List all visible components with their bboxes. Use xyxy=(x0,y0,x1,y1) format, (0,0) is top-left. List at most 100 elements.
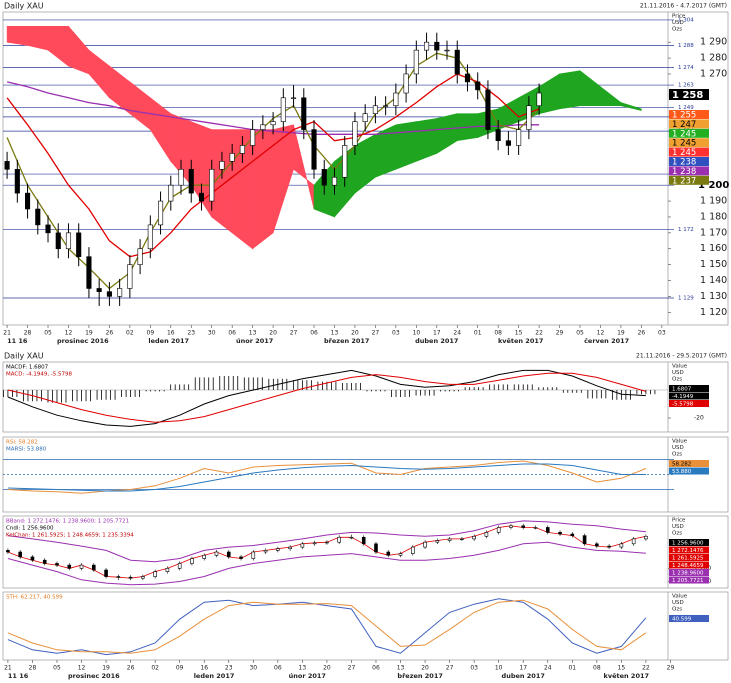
value-box xyxy=(669,400,709,407)
x-tick-label: 27 xyxy=(372,330,380,337)
candle-body xyxy=(444,49,450,52)
value-box xyxy=(669,576,709,584)
axis-caption: Price xyxy=(672,14,686,20)
x-tick-label: 26 xyxy=(106,330,114,337)
candle-body xyxy=(147,224,153,250)
x-tick-label: 26 xyxy=(127,665,135,672)
x-month-label: leden 2017 xyxy=(194,672,235,680)
y-tick-label: 1 290 xyxy=(700,37,727,48)
level-label: 1 288 xyxy=(678,43,694,49)
candle-body xyxy=(372,105,378,114)
candle-body xyxy=(251,551,256,559)
value-box-label: -5.5798 xyxy=(672,402,694,408)
x-tick-label: 13 xyxy=(249,330,257,337)
x-tick-label: 08 xyxy=(494,330,502,337)
indicator-legend: MACD: -4.1949, -5.5798 xyxy=(6,372,73,378)
axis-caption: Value xyxy=(672,439,688,445)
axis-caption: Ozs xyxy=(672,452,682,458)
x-tick-label: 13 xyxy=(397,665,405,672)
value-box xyxy=(669,460,709,467)
x-month-label: březen 2017 xyxy=(324,337,369,345)
candle-body xyxy=(386,551,391,556)
candle-body xyxy=(229,153,235,162)
candle-body xyxy=(533,527,538,529)
x-tick-label: 02 xyxy=(126,330,134,337)
candle-body xyxy=(104,569,108,577)
candle-body xyxy=(276,548,280,551)
candle-body xyxy=(325,541,329,544)
x-tick-label: 19 xyxy=(85,330,93,337)
x-tick-label: 28 xyxy=(29,665,37,672)
y-tick-label: 1 160 xyxy=(700,243,727,254)
axis-caption: USD xyxy=(672,20,684,26)
x-tick-label: 05 xyxy=(53,665,61,672)
candle-body xyxy=(14,168,20,194)
x-tick-label: 27 xyxy=(446,665,454,672)
candle-body xyxy=(263,550,268,553)
indicator-legend: KelChan: 1 261.5925; 1 248.4659; 1 235.3… xyxy=(6,533,134,539)
level-label: 1 172 xyxy=(678,227,694,233)
candle-body xyxy=(393,92,399,107)
value-box-label: 1 205.7721 xyxy=(672,578,704,584)
y-tick-label: 1 150 xyxy=(700,259,727,270)
y-tick-label: -20 xyxy=(694,415,704,422)
candle-body xyxy=(398,553,403,556)
x-tick-label: 01 xyxy=(568,665,576,672)
candle-body xyxy=(331,176,338,186)
candle-body xyxy=(96,288,102,292)
x-tick-label: 02 xyxy=(151,665,159,672)
panel-title: Daily XAU xyxy=(4,2,44,11)
indicator-legend: BBand: 1 272.1476; 1 238.9600; 1 205.772… xyxy=(6,519,129,525)
x-tick-label: 16 xyxy=(200,665,208,672)
x-tick-label: 17 xyxy=(519,665,527,672)
x-tick-label: 06 xyxy=(228,330,236,337)
value-box-label: 1 238 xyxy=(672,167,696,177)
value-box xyxy=(669,175,709,185)
x-tick-label: 15 xyxy=(515,330,523,337)
candle-body xyxy=(312,542,317,545)
candle-body xyxy=(280,97,286,122)
value-box-label: 1 258 xyxy=(672,90,703,101)
x-tick-label: 22 xyxy=(535,330,543,337)
indicator-line xyxy=(7,599,647,654)
panel-frame xyxy=(2,515,729,589)
candle-body xyxy=(472,535,476,540)
candle-body xyxy=(91,564,96,571)
level-label: 1 263 xyxy=(678,83,694,89)
candle-body xyxy=(250,129,256,146)
candle-body xyxy=(226,551,231,558)
candle-body xyxy=(460,538,464,541)
y-tick-label: 1 190 xyxy=(700,196,727,207)
x-tick-label: 06 xyxy=(372,665,380,672)
candle-body xyxy=(158,200,164,226)
value-box-label: 1 272.1476 xyxy=(672,548,704,554)
candle-body xyxy=(153,571,157,577)
value-box xyxy=(669,128,709,138)
value-box-label: 1.6807 xyxy=(672,387,692,393)
candle-body xyxy=(301,97,307,130)
y-tick-label: 1 130 xyxy=(700,291,727,302)
candle-body xyxy=(475,81,481,91)
level-label-emphasis: 1 200 xyxy=(698,180,729,191)
x-month-label: duben 2017 xyxy=(415,337,458,345)
candle-body xyxy=(607,545,611,548)
x-tick-label: 19 xyxy=(102,665,110,672)
candle-body xyxy=(352,121,358,146)
x-tick-label: 16 xyxy=(167,330,175,337)
panel-title: Daily XAU xyxy=(4,352,44,361)
x-tick-label: 05 xyxy=(44,330,52,337)
x-tick-label: 10 xyxy=(413,330,421,337)
x-tick-label: 29 xyxy=(667,665,675,672)
indicator-legend: MACDF: 1.6807 xyxy=(6,365,49,371)
value-box xyxy=(669,157,709,166)
value-box xyxy=(669,569,709,576)
candle-body xyxy=(361,536,366,545)
value-box-label: -4.1949 xyxy=(672,394,694,400)
candle-body xyxy=(424,41,430,51)
candle-body xyxy=(165,568,170,572)
candle-body xyxy=(349,536,354,539)
indicator-legend: STH: 62.217, 40.599 xyxy=(6,595,63,601)
candle-body xyxy=(239,556,243,559)
candle-body xyxy=(288,546,292,550)
candle-body xyxy=(447,538,452,541)
